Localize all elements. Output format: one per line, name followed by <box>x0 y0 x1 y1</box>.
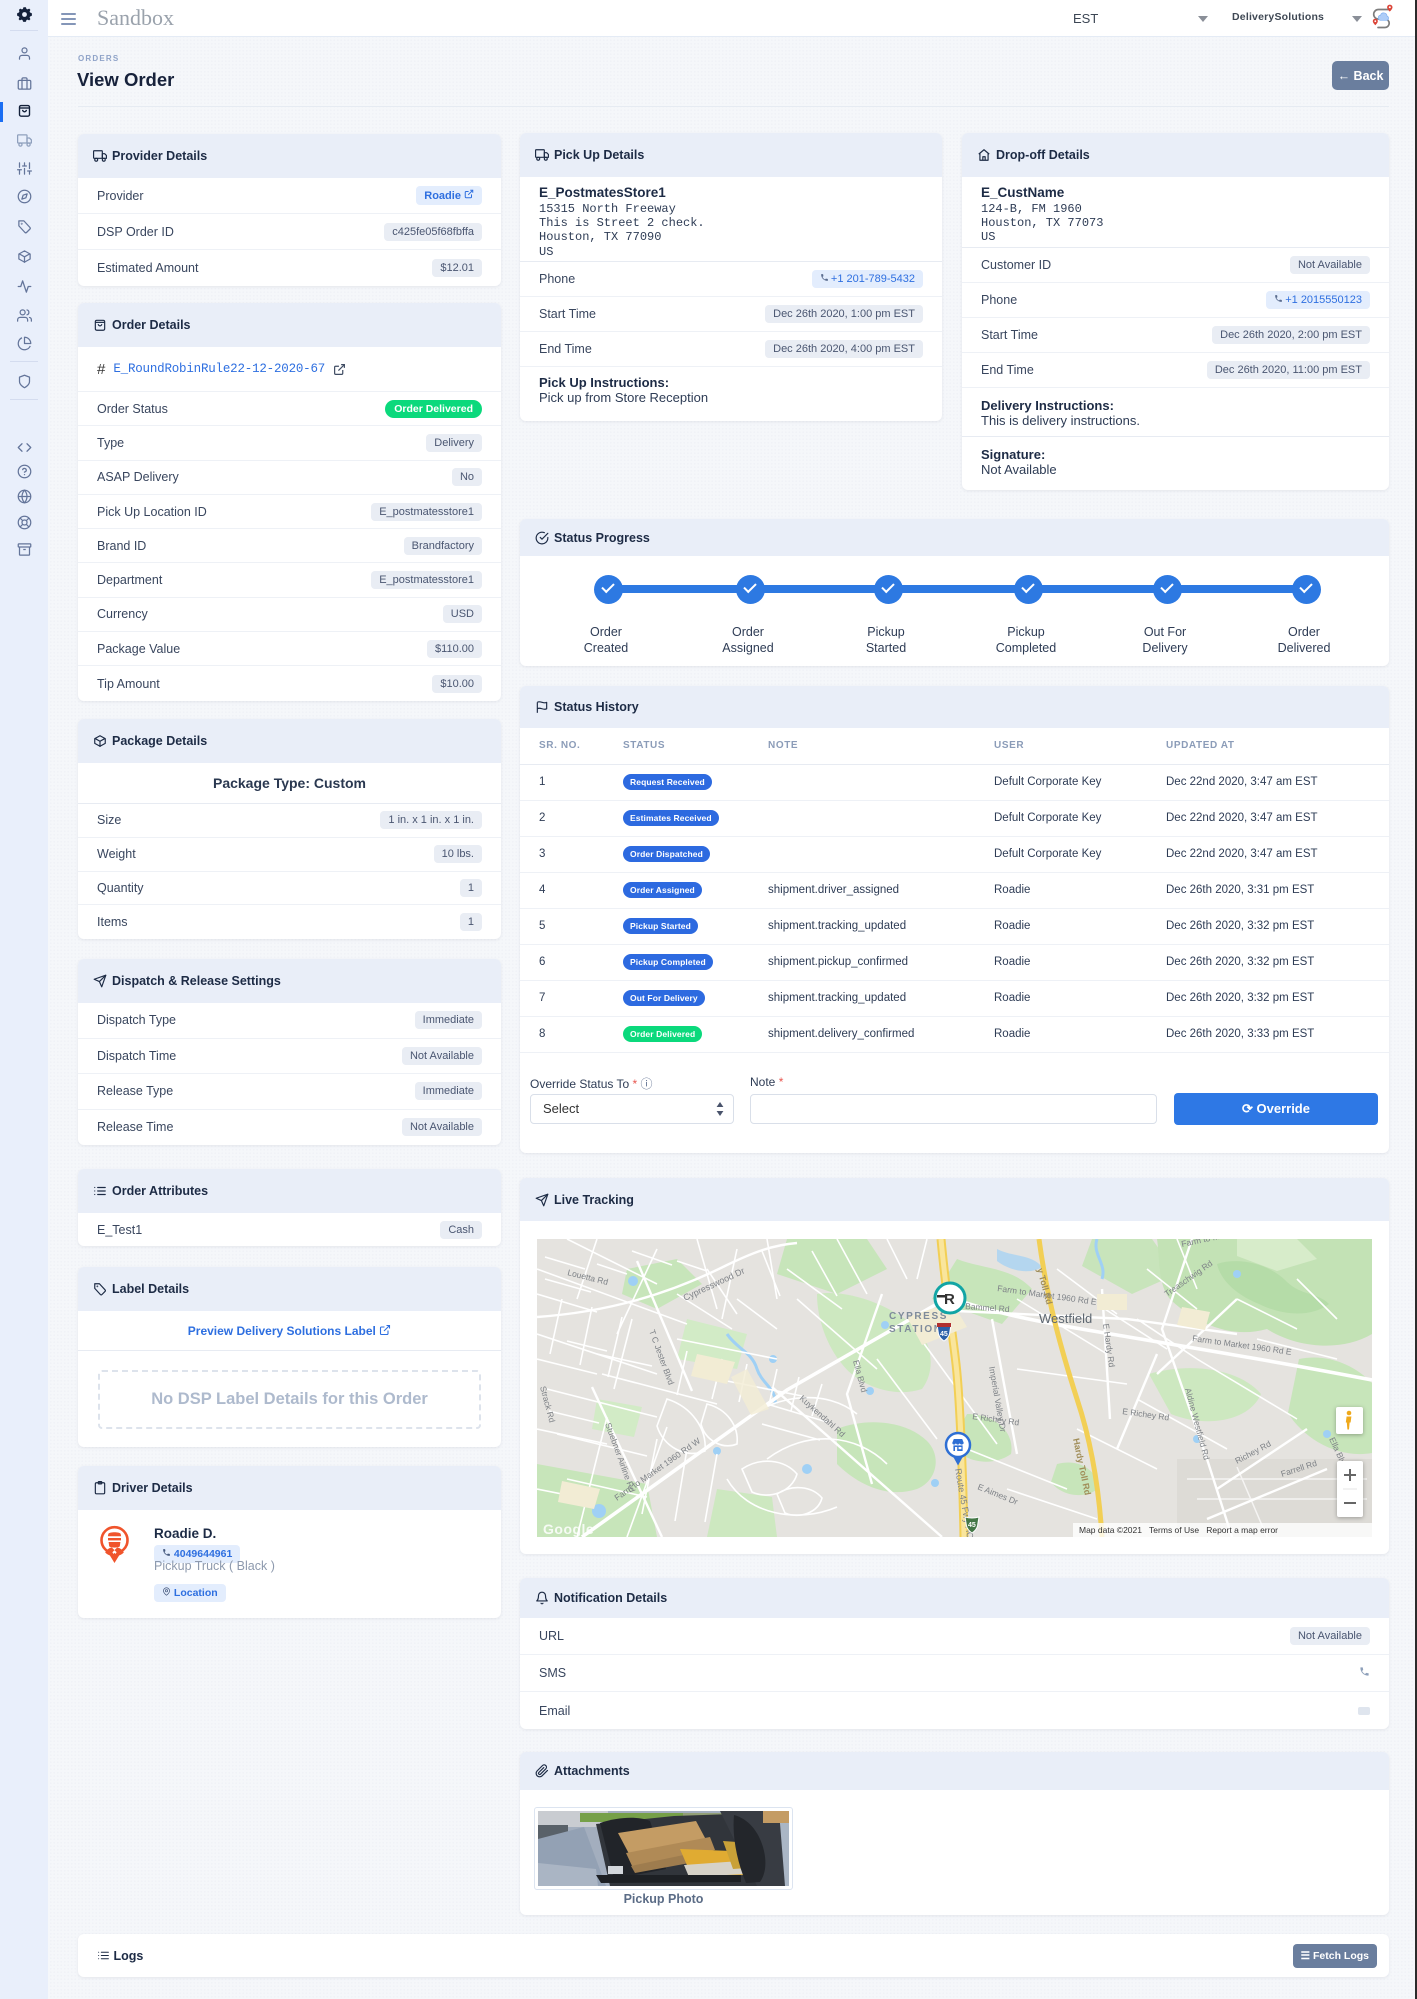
svg-text:45: 45 <box>940 1331 948 1338</box>
svg-text:45: 45 <box>968 1522 976 1529</box>
svg-text:CYPRESS: CYPRESS <box>889 1311 948 1322</box>
svg-text:Bammel Rd: Bammel Rd <box>965 1301 1010 1314</box>
svg-text:Westfield: Westfield <box>1039 1311 1092 1326</box>
svg-text:Google: Google <box>543 1521 594 1537</box>
svg-text:STATION: STATION <box>889 1324 943 1335</box>
svg-text:Map data ©2021 Terms of Use: Map data ©2021 Terms of Use Report a map… <box>1079 1525 1278 1535</box>
svg-text:R: R <box>944 1291 955 1308</box>
